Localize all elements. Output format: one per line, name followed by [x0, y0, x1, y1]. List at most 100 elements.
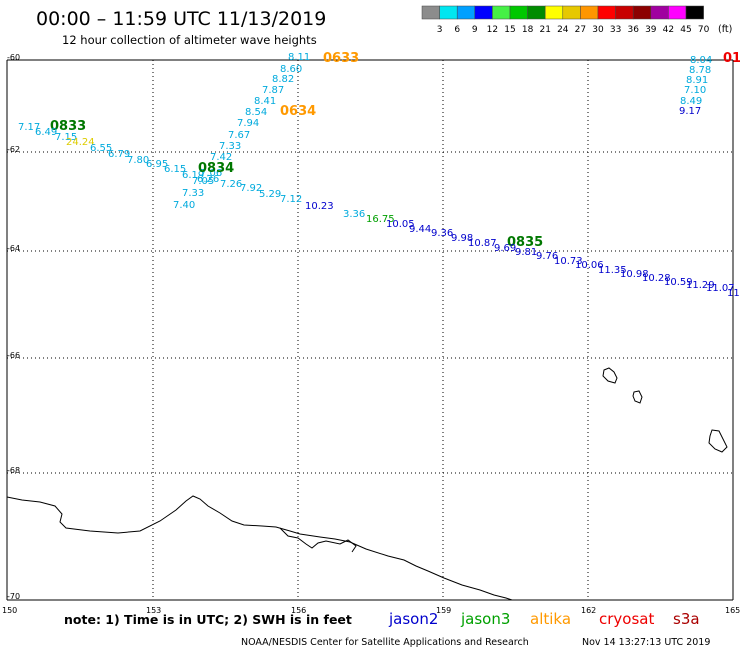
swh-value: 6.95: [146, 159, 168, 170]
color-legend: 3 6 9 12 15 18 21 24 27 30 33 36 39 42 45 70: [421, 5, 710, 35]
legend-swatch: [492, 5, 511, 20]
swh-value: 10.23: [305, 201, 334, 212]
legend-swatch: [456, 5, 476, 20]
swh-value: 11.35: [598, 265, 627, 276]
swh-value: 8.04: [690, 55, 712, 66]
legend-swatch: [509, 5, 528, 20]
swh-value: 9.17: [679, 106, 701, 117]
satellite-s3a: s3a: [673, 610, 700, 628]
swh-value: 7.26: [220, 179, 242, 190]
legend-tick-label: 12: [487, 25, 498, 35]
swh-value: 3.36: [343, 209, 365, 220]
swh-value: 11.07: [706, 283, 735, 294]
map-title: 00:00 – 11:59 UTC 11/13/2019: [36, 8, 326, 30]
lon-label: 153: [146, 606, 161, 615]
swh-value: 10.06: [575, 260, 604, 271]
legend-tick-label: 15: [504, 25, 515, 35]
swh-value: 7.05: [192, 176, 214, 187]
swh-value: 8.91: [686, 75, 708, 86]
swh-value: 10.05: [386, 219, 415, 230]
lon-label: 150: [2, 606, 17, 615]
satellite-jason2: jason2: [388, 610, 438, 628]
map-subtitle: 12 hour collection of altimeter wave hei…: [62, 33, 317, 47]
legend-tick-label: 36: [627, 25, 639, 35]
pass-time-label: 01: [723, 51, 740, 66]
legend-swatch: [668, 5, 687, 20]
lat-label: -68: [7, 466, 20, 475]
swh-value: 10.98: [620, 269, 649, 280]
swh-value: 7.40: [173, 200, 195, 211]
swh-value: 11: [727, 288, 740, 299]
legend-tick-label: 6: [454, 25, 460, 35]
lat-label: -64: [7, 244, 20, 253]
pass-time-label: 0834: [198, 161, 234, 176]
pass-time-label: 0835: [507, 235, 543, 250]
swh-value: 9.44: [409, 224, 431, 235]
swh-value: 10.59: [664, 277, 693, 288]
swh-value: 9.98: [451, 233, 473, 244]
satellite-cryosat: cryosat: [599, 610, 654, 628]
legend-tick-label: 3: [437, 25, 443, 35]
swh-value: 9.76: [536, 251, 558, 262]
legend-tick-label: 18: [522, 25, 534, 35]
legend-swatch: [632, 5, 652, 20]
swh-value: 6.26: [197, 174, 219, 185]
swh-value: 10.28: [642, 273, 671, 284]
legend-swatch: [685, 5, 704, 20]
swh-value: 16.75: [366, 214, 395, 225]
swh-value: 9.69: [494, 243, 516, 254]
swh-value: 7.12: [280, 194, 302, 205]
island: [632, 390, 643, 404]
swh-value: 7.87: [262, 85, 284, 96]
swh-value: 24.24: [66, 137, 95, 148]
swh-value: 8.11: [288, 52, 310, 63]
footer-note: note: 1) Time is in UTC; 2) SWH is in fe…: [64, 612, 352, 627]
pass-time-label: 0833: [50, 119, 86, 134]
swh-value: 6.19: [182, 170, 204, 181]
footer-timestamp: Nov 14 13:27:13 UTC 2019: [582, 637, 710, 648]
swh-value: 5.29: [259, 189, 281, 200]
swh-value: 8.82: [272, 74, 294, 85]
lon-label: 162: [581, 606, 596, 615]
island: [708, 429, 728, 453]
legend-tick-label: 33: [610, 25, 621, 35]
legend-tick-label: 39: [645, 25, 657, 35]
map-frame: [6, 59, 734, 601]
legend-swatch: [597, 5, 616, 20]
lat-label: -62: [7, 145, 20, 154]
swh-value: 7.94: [237, 118, 259, 129]
legend-tick-label: 45: [680, 25, 691, 35]
legend-unit: (ft): [718, 24, 732, 35]
swh-value: 8.54: [245, 107, 267, 118]
legend-swatch: [615, 5, 634, 20]
swh-value: 7.80: [127, 155, 149, 166]
swh-value: 7.42: [210, 152, 232, 163]
swh-value: 8.41: [254, 96, 276, 107]
swh-value: 6.49: [35, 127, 57, 138]
swh-value: 7.33: [182, 188, 204, 199]
swh-value: 8.60: [280, 64, 302, 75]
lon-label: 165: [725, 606, 740, 615]
antarctic-coastline: [6, 495, 513, 601]
swh-value: 10.87: [468, 238, 497, 249]
swh-value: 7.17: [18, 122, 40, 133]
swh-value: 9.36: [431, 228, 453, 239]
lon-label: 159: [436, 606, 451, 615]
swh-value: 6.55: [90, 143, 112, 154]
legend-swatch: [544, 5, 564, 20]
island: [602, 367, 618, 384]
lat-label: -66: [7, 351, 20, 360]
swh-value: 10.73: [554, 256, 583, 267]
legend-swatch: [439, 5, 458, 20]
coastline-inlet: [279, 527, 357, 553]
satellite-jason3: jason3: [460, 610, 510, 628]
lat-label: -60: [7, 53, 20, 62]
swh-value: 7.15: [55, 132, 77, 143]
legend-tick-label: 30: [592, 25, 604, 35]
legend-tick-label: 42: [663, 25, 674, 35]
legend-swatch: [527, 5, 546, 20]
swh-value: 7.92: [240, 183, 262, 194]
graticule: [7, 60, 733, 600]
swh-value: 7.67: [228, 130, 250, 141]
